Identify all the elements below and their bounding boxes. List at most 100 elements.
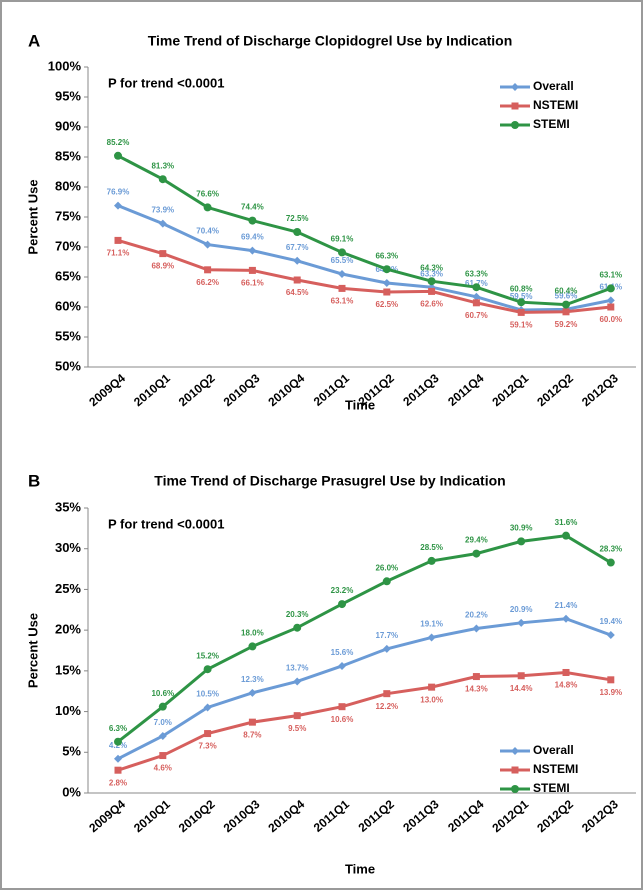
data-label: 59.2% [555, 320, 578, 329]
legend-label: NSTEMI [533, 762, 578, 776]
data-point [562, 308, 570, 316]
data-point [606, 558, 615, 567]
data-label: 30.9% [510, 523, 533, 532]
data-label: 10.5% [196, 690, 219, 699]
data-label: 70.4% [196, 227, 219, 236]
data-point [562, 614, 570, 623]
data-label: 12.3% [241, 675, 264, 684]
chart-title: Time Trend of Discharge Clopidogrel Use … [148, 33, 513, 49]
data-label: 8.7% [243, 730, 261, 739]
data-label: 15.2% [196, 651, 219, 660]
data-point [383, 288, 391, 296]
data-point [248, 642, 257, 651]
data-label: 28.5% [420, 543, 443, 552]
data-label: 13.9% [599, 688, 622, 697]
data-label: 13.0% [420, 695, 443, 704]
data-point [158, 702, 167, 711]
y-tick-label: 55% [55, 328, 81, 343]
data-point [338, 284, 346, 292]
data-point [427, 633, 436, 642]
y-tick-label: 70% [55, 238, 81, 253]
series-line [117, 154, 612, 307]
data-point [203, 703, 212, 712]
data-label: 12.2% [375, 702, 398, 711]
legend-label: NSTEMI [533, 98, 578, 112]
data-point [517, 672, 525, 680]
legend-marker [511, 102, 519, 110]
data-label: 14.3% [465, 685, 488, 694]
series-line [117, 238, 611, 314]
data-point [158, 175, 167, 184]
data-point [517, 537, 526, 546]
x-axis-label: Time [345, 397, 375, 412]
data-label: 63.1% [599, 271, 622, 280]
data-point [606, 284, 615, 293]
data-point [293, 276, 301, 284]
y-axis-label: Percent Use [25, 613, 40, 688]
data-point [472, 292, 481, 301]
legend-label: STEMI [533, 117, 570, 131]
y-tick-label: 80% [55, 178, 81, 193]
data-point [114, 151, 122, 160]
y-tick-label: 50% [55, 358, 81, 373]
data-label: 63.3% [420, 269, 443, 278]
data-label: 67.7% [286, 243, 309, 252]
data-label: 63.3% [465, 269, 488, 278]
data-label: 69.4% [241, 233, 264, 242]
data-label: 65.5% [331, 256, 354, 265]
data-point [562, 531, 570, 540]
data-point [338, 661, 346, 670]
y-tick-label: 10% [55, 703, 81, 718]
data-label: 20.9% [510, 605, 533, 614]
data-point [338, 600, 346, 609]
chart-title: Time Trend of Discharge Prasugrel Use by… [154, 473, 505, 489]
y-tick-label: 35% [55, 499, 81, 514]
data-point [562, 668, 570, 676]
data-point [293, 677, 302, 686]
y-tick-label: 90% [55, 118, 81, 133]
data-label: 59.6% [555, 292, 578, 301]
series-line [117, 534, 612, 743]
data-label: 19.4% [599, 617, 622, 626]
annotation: P for trend <0.0001 [108, 75, 224, 90]
data-label: 71.1% [107, 249, 130, 258]
data-label: 69.1% [331, 235, 354, 244]
y-axis-label: Percent Use [25, 179, 40, 254]
series-line [117, 617, 612, 761]
data-point [158, 732, 167, 740]
data-point [293, 256, 302, 265]
y-tick-label: 20% [55, 622, 81, 637]
data-label: 76.6% [196, 190, 219, 199]
data-label: 68.9% [151, 262, 174, 271]
legend-label: Overall [533, 79, 574, 93]
data-label: 64.3% [420, 263, 443, 272]
data-label: 66.3% [375, 251, 398, 260]
data-point [517, 308, 525, 316]
data-label: 60.4% [555, 287, 578, 296]
data-point [248, 266, 256, 274]
data-label: 64.5% [286, 288, 309, 297]
data-label: 10.6% [151, 689, 174, 698]
data-label: 76.9% [107, 188, 130, 197]
data-point [203, 665, 212, 674]
data-point [427, 556, 436, 565]
data-label: 31.6% [555, 518, 578, 527]
data-point [114, 236, 122, 244]
data-point [338, 703, 346, 711]
data-point [159, 752, 167, 760]
data-point [382, 265, 391, 274]
data-label: 74.4% [241, 203, 264, 212]
data-label: 85.2% [107, 138, 130, 147]
data-label: 66.2% [196, 278, 219, 287]
data-point [248, 216, 257, 225]
data-label: 66.1% [241, 279, 264, 288]
data-label: 7.3% [198, 742, 216, 751]
data-label: 20.2% [465, 611, 488, 620]
y-tick-label: 100% [48, 58, 82, 73]
x-axis-label: Time [345, 861, 375, 876]
data-label: 26.0% [375, 563, 398, 572]
data-point [203, 240, 212, 249]
y-tick-label: 5% [62, 744, 81, 759]
data-point [114, 201, 122, 210]
